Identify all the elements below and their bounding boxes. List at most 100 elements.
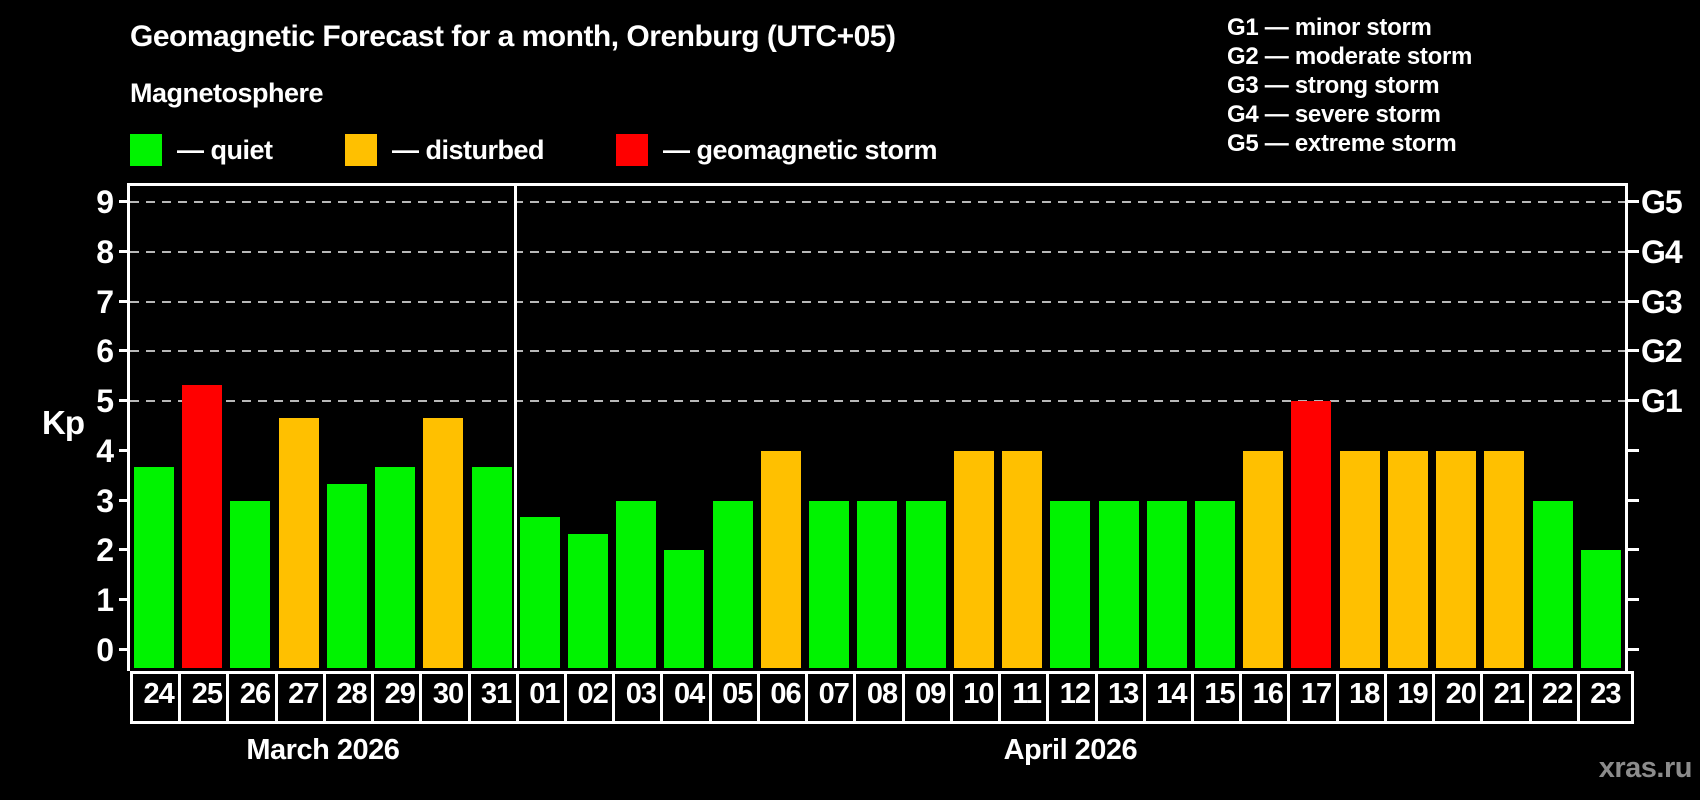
- kp-bar: [1002, 450, 1043, 668]
- kp-bar: [1098, 500, 1139, 668]
- kp-bar: [857, 500, 898, 668]
- date-cell: 09: [901, 671, 959, 724]
- right-axis-tick: [1628, 598, 1639, 602]
- month-separator-line: [514, 183, 518, 668]
- kp-bar: [905, 500, 946, 668]
- y-axis-tick: [119, 598, 130, 602]
- right-axis-tick: [1628, 548, 1639, 552]
- g-scale-axis-label: G2: [1641, 333, 1683, 370]
- legend-label-disturbed: — disturbed: [392, 134, 545, 165]
- kp-bar: [1580, 550, 1621, 668]
- right-axis-line: [1625, 183, 1628, 671]
- date-cell: 21: [1480, 671, 1538, 724]
- kp-bar: [375, 467, 416, 668]
- date-cell: 01: [515, 671, 574, 724]
- date-cell: 02: [564, 671, 622, 724]
- legend-label-quiet: — quiet: [177, 134, 273, 165]
- chart-subtitle: Magnetosphere: [130, 78, 324, 108]
- y-axis-tick: [119, 299, 130, 303]
- legend-item-disturbed: — disturbed: [345, 134, 545, 166]
- y-axis-tick-label: 6: [96, 333, 114, 370]
- kp-bar: [1484, 450, 1525, 668]
- g-scale-axis-label: G5: [1641, 183, 1683, 220]
- watermark: xras.ru: [1598, 752, 1693, 784]
- y-axis-tick: [119, 399, 130, 403]
- disturbed-color-swatch-icon: [345, 134, 377, 166]
- kp-bar: [664, 550, 705, 668]
- y-axis-tick-label: 4: [96, 432, 114, 469]
- right-axis-tick: [1628, 249, 1639, 253]
- g-scale-legend-line-g1: G1 — minor storm: [1227, 14, 1432, 41]
- date-cell: 12: [1046, 671, 1104, 724]
- date-cell: 07: [805, 671, 863, 724]
- y-axis-tick: [119, 498, 130, 502]
- date-cell: 28: [322, 671, 381, 724]
- right-axis-tick: [1628, 199, 1639, 203]
- date-cell: 18: [1335, 671, 1393, 724]
- kp-bar: [134, 467, 174, 668]
- kp-bar: [1387, 450, 1428, 668]
- right-axis-tick: [1628, 648, 1639, 651]
- y-axis-tick-label: 5: [96, 383, 114, 420]
- y-axis-tick-label: 0: [96, 632, 114, 668]
- y-axis-tick: [119, 249, 130, 253]
- gridline-kp9: [130, 200, 1625, 203]
- kp-bar: [1243, 450, 1284, 668]
- y-axis-title: Kp: [42, 404, 85, 441]
- date-cell: 27: [274, 671, 332, 724]
- kp-bar: [471, 467, 512, 668]
- right-axis-tick: [1628, 448, 1639, 452]
- gridline-kp7: [130, 300, 1625, 303]
- date-cell: 29: [371, 671, 429, 724]
- kp-bar: [182, 384, 223, 668]
- kp-bar: [1050, 500, 1091, 668]
- date-cell: 13: [1094, 671, 1152, 724]
- y-axis-tick: [119, 648, 130, 651]
- month-label: March 2026: [246, 734, 400, 766]
- g-scale-legend-line-g2: G2 — moderate storm: [1227, 43, 1473, 70]
- kp-bar: [326, 484, 367, 668]
- kp-bar: [519, 517, 560, 668]
- date-cell: 03: [612, 671, 670, 724]
- kp-bar: [760, 450, 801, 668]
- date-cell: 26: [226, 671, 284, 724]
- y-axis-tick-label: 9: [96, 183, 114, 220]
- kp-bar: [423, 417, 464, 668]
- kp-bar: [278, 417, 319, 668]
- plot-top-border: [127, 183, 1628, 186]
- g-scale-axis-label: G4: [1641, 233, 1683, 270]
- date-cell: 16: [1239, 671, 1297, 724]
- month-label: April 2026: [1003, 734, 1138, 766]
- kp-bar: [230, 500, 271, 668]
- y-axis-tick: [119, 349, 130, 353]
- g-scale-axis-label: G3: [1641, 283, 1683, 320]
- kp-bar: [1532, 500, 1573, 668]
- legend-item-quiet: — quiet: [130, 134, 273, 166]
- right-axis-tick: [1628, 399, 1639, 403]
- legend-item-storm: — geomagnetic storm: [616, 134, 938, 166]
- kp-bar: [1146, 500, 1187, 668]
- right-axis-tick: [1628, 498, 1639, 502]
- g-scale-legend: G1 — minor storm G2 — moderate storm G3 …: [1227, 13, 1472, 158]
- storm-color-swatch-icon: [616, 134, 648, 166]
- date-cell: 25: [178, 671, 236, 724]
- kp-bar: [1436, 450, 1477, 668]
- y-axis-tick-label: 1: [96, 582, 114, 619]
- kp-bar: [1291, 401, 1332, 668]
- gridline-kp5: [130, 400, 1625, 403]
- kp-bar: [953, 450, 994, 668]
- y-axis-tick: [119, 199, 130, 203]
- g-scale-axis-label: G1: [1641, 383, 1683, 420]
- y-axis-tick: [119, 548, 130, 552]
- gridline-kp8: [130, 250, 1625, 253]
- date-cell: 24: [130, 671, 188, 724]
- kp-bar: [712, 500, 753, 668]
- date-cell: 19: [1383, 671, 1442, 724]
- y-axis-tick-label: 2: [96, 532, 114, 569]
- chart-title: Geomagnetic Forecast for a month, Orenbu…: [130, 20, 896, 53]
- right-axis-tick: [1628, 349, 1639, 353]
- kp-bar: [809, 500, 850, 668]
- date-cell: 23: [1576, 671, 1634, 724]
- g-scale-legend-line-g5: G5 — extreme storm: [1227, 130, 1457, 157]
- g-scale-legend-line-g4: G4 — severe storm: [1227, 101, 1441, 128]
